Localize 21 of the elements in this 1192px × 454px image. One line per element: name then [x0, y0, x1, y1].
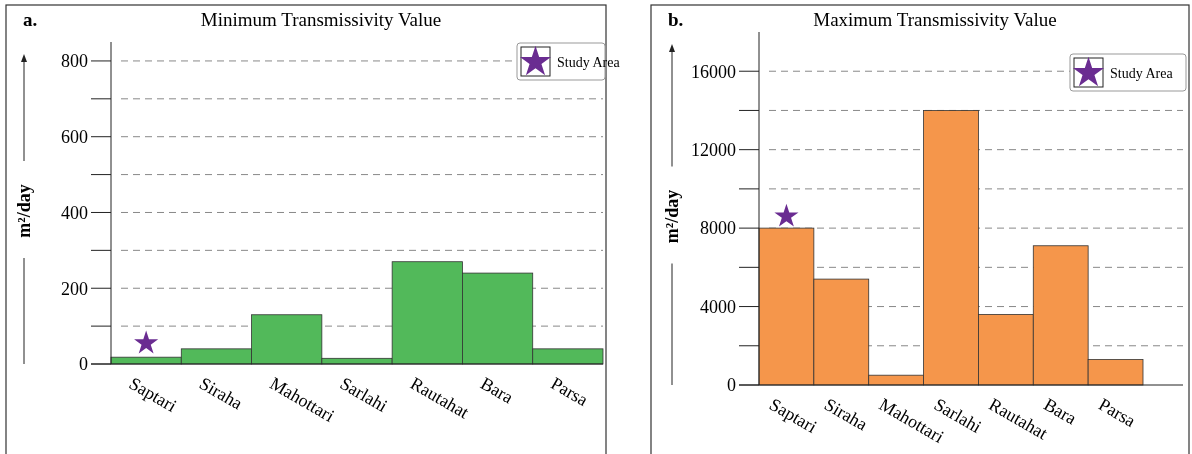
legend-label: Study Area — [557, 54, 621, 70]
x-tick-label: Parsa — [547, 373, 592, 410]
y-tick-label: 16000 — [691, 61, 736, 82]
y-tick-label: 0 — [727, 375, 736, 396]
y-axis-title: m²/day — [662, 189, 682, 244]
y-tick-label: 12000 — [691, 139, 736, 160]
y-tick-label: 0 — [79, 354, 88, 375]
chart-title: Minimum Transmissivity Value — [200, 9, 442, 30]
y-tick-label: 4000 — [700, 296, 736, 317]
y-axis-title: m²/day — [14, 184, 34, 238]
chart-title: Maximum Transmissivity Value — [813, 9, 1057, 30]
y-tick-label: 600 — [61, 127, 88, 148]
y-tick-label: 8000 — [700, 218, 736, 239]
text: b. — [668, 9, 684, 30]
x-tick-label: Parsa — [1095, 394, 1140, 431]
y-tick-label: 400 — [61, 202, 88, 223]
text: a. — [23, 9, 38, 30]
y-tick-label: 800 — [61, 51, 88, 72]
x-tick-label: Bara — [477, 373, 517, 408]
y-tick-label: 200 — [61, 278, 88, 299]
legend-label: Study Area — [1110, 65, 1174, 81]
